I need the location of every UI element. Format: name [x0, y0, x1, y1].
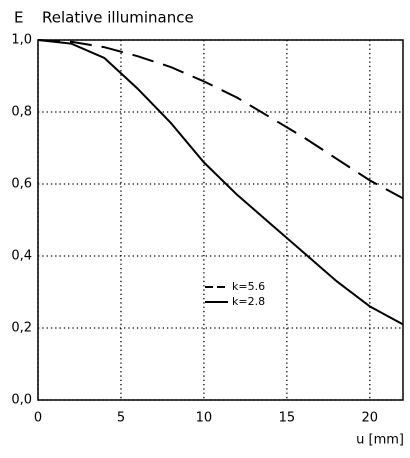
series-line: [37, 39, 404, 326]
x-tick-label: 5: [117, 411, 125, 426]
plot-frame: [37, 39, 404, 401]
y-tick-label: 0,6: [11, 177, 32, 192]
x-tick-label: 20: [362, 411, 379, 426]
x-tick-label: 10: [196, 411, 213, 426]
y-tick-label: 0,0: [11, 393, 32, 408]
x-tick-label: 0: [34, 411, 42, 426]
y-tick-label: 0,4: [11, 249, 32, 264]
chart-title: Relative illuminance: [42, 9, 194, 27]
y-tick-label: 1,0: [11, 33, 32, 48]
x-axis-label: u [mm]: [356, 433, 404, 448]
legend-label: k=2.8: [232, 295, 265, 308]
y-tick-label: 0,2: [11, 321, 32, 336]
x-tick-label: 15: [279, 411, 296, 426]
y-axis-label: E: [14, 9, 23, 27]
y-tick-label: 0,8: [11, 105, 32, 120]
legend-label: k=5.6: [232, 280, 265, 293]
series-line: [37, 39, 404, 200]
